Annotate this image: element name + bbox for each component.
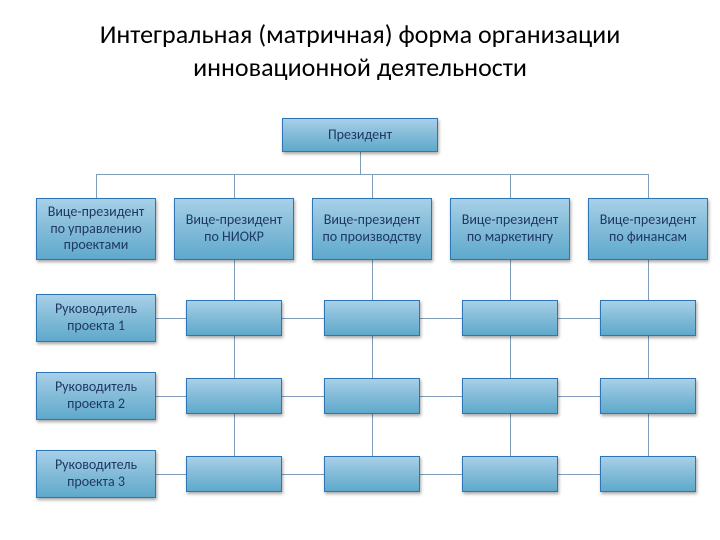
connector-line: [372, 414, 373, 456]
connector-line: [648, 336, 649, 378]
matrix-cell: [324, 378, 420, 414]
connector-line: [360, 152, 361, 174]
connector-line: [96, 174, 97, 198]
matrix-cell: [462, 378, 558, 414]
connector-line: [510, 336, 511, 378]
connector-line: [510, 174, 511, 198]
connector-line: [234, 414, 235, 456]
connector-line: [510, 414, 511, 456]
matrix-cell: [600, 456, 696, 492]
connector-line: [372, 336, 373, 378]
matrix-cell: [186, 456, 282, 492]
vp-box: Вице-президент по производству: [312, 198, 432, 260]
matrix-cell: [600, 300, 696, 336]
vp-box: Вице-президент по маркетингу: [450, 198, 570, 260]
connector-line: [372, 174, 373, 198]
project-box: Руководитель проекта 3: [36, 450, 156, 498]
project-box: Руководитель проекта 2: [36, 372, 156, 420]
matrix-cell: [600, 378, 696, 414]
slide: Интегральная (матричная) форма организац…: [0, 0, 720, 540]
matrix-cell: [462, 456, 558, 492]
matrix-cell: [462, 300, 558, 336]
matrix-cell: [324, 300, 420, 336]
connector-line: [648, 414, 649, 456]
connector-line: [372, 260, 373, 300]
vp-box: Вице-президент по управлению проектами: [36, 198, 156, 260]
vp-box: Вице-президент по НИОКР: [174, 198, 294, 260]
vp-box: Вице-президент по финансам: [588, 198, 708, 260]
connector-line: [234, 260, 235, 300]
connector-line: [234, 336, 235, 378]
matrix-cell: [324, 456, 420, 492]
project-box: Руководитель проекта 1: [36, 294, 156, 342]
connector-line: [648, 260, 649, 300]
connector-line: [648, 174, 649, 198]
matrix-cell: [186, 378, 282, 414]
page-title: Интегральная (матричная) форма организац…: [0, 18, 720, 83]
connector-line: [234, 174, 235, 198]
connector-line: [510, 260, 511, 300]
president-box: Президент: [282, 118, 438, 152]
matrix-cell: [186, 300, 282, 336]
